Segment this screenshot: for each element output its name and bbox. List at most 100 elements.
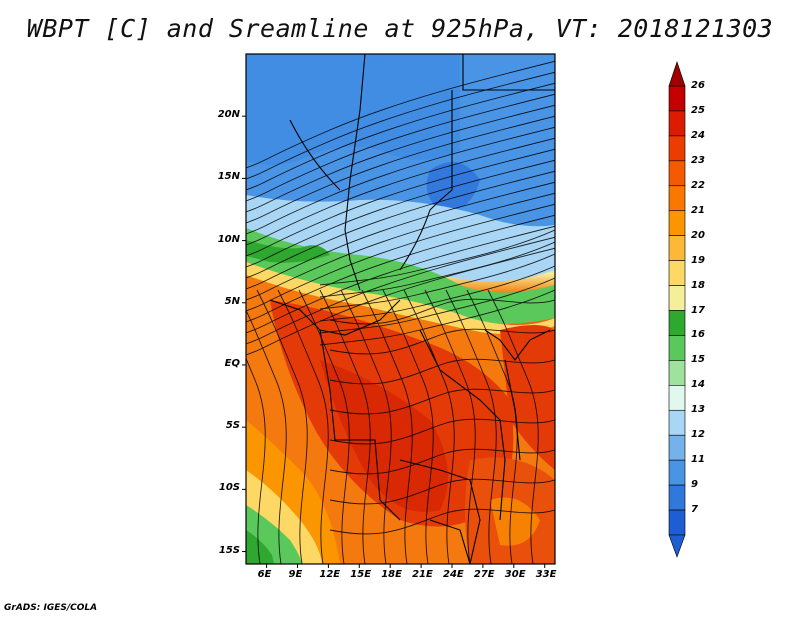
colorbar-label: 23 bbox=[691, 154, 705, 166]
wbpt-shaded-field bbox=[246, 54, 555, 564]
lat-label: 10S bbox=[218, 482, 240, 494]
streamline bbox=[246, 236, 555, 345]
colorbar-segment bbox=[668, 484, 686, 511]
streamline bbox=[246, 82, 555, 191]
colorbar-segment bbox=[668, 110, 686, 137]
streamline bbox=[424, 289, 476, 564]
streamline bbox=[246, 148, 555, 257]
streamline bbox=[403, 289, 455, 564]
streamline bbox=[246, 181, 555, 290]
streamline bbox=[246, 159, 555, 268]
streamline bbox=[246, 192, 555, 301]
colorbar-segment bbox=[668, 509, 686, 536]
streamline bbox=[329, 478, 555, 505]
streamline bbox=[329, 418, 555, 445]
colorbar-segment bbox=[668, 85, 686, 112]
lon-label: 12E bbox=[319, 569, 341, 580]
colorbar-segment bbox=[668, 409, 686, 436]
streamline bbox=[487, 289, 539, 564]
lon-label: 30E bbox=[504, 569, 526, 580]
lon-label: 24E bbox=[443, 569, 464, 580]
colorbar-max-arrow bbox=[668, 61, 686, 87]
streamline bbox=[329, 508, 555, 535]
lon-label: 18E bbox=[381, 569, 402, 580]
colorbar-min-arrow bbox=[668, 534, 686, 558]
colorbar-segment bbox=[668, 459, 686, 486]
streamline bbox=[246, 214, 555, 323]
lon-label: 6E bbox=[257, 569, 272, 580]
streamline bbox=[361, 289, 413, 564]
lat-label: 10N bbox=[217, 233, 240, 245]
streamline bbox=[246, 170, 555, 279]
colorbar-label: 25 bbox=[691, 104, 705, 116]
lat-label: EQ bbox=[224, 357, 240, 369]
lat-label: 15S bbox=[218, 544, 240, 556]
map-title: WBPT [C] and Sreamline at 925hPa, VT: 20… bbox=[26, 14, 774, 43]
lon-label: 33E bbox=[535, 569, 557, 580]
lat-label: 20N bbox=[217, 109, 240, 121]
streamline bbox=[256, 289, 308, 564]
colorbar-label: 24 bbox=[691, 129, 705, 141]
colorbar-segment bbox=[668, 335, 686, 361]
streamline bbox=[329, 328, 555, 355]
colorbar-segment bbox=[668, 235, 686, 261]
colorbar-label: 19 bbox=[691, 254, 705, 266]
colorbar-segment bbox=[668, 360, 686, 386]
streamline bbox=[277, 289, 329, 564]
colorbar-label: 13 bbox=[691, 404, 705, 416]
colorbar-segment bbox=[668, 135, 686, 162]
colorbar-segment bbox=[668, 260, 686, 286]
streamline bbox=[319, 241, 555, 298]
colorbar-segment bbox=[668, 385, 686, 411]
streamline bbox=[246, 309, 287, 564]
streamline bbox=[246, 93, 555, 202]
lon-label: 9E bbox=[288, 569, 303, 580]
colorbar-segment bbox=[668, 434, 686, 461]
lat-label: 5S bbox=[225, 420, 240, 432]
streamline bbox=[329, 388, 555, 415]
streamline bbox=[329, 358, 555, 385]
colorbar-segment bbox=[668, 210, 686, 236]
lon-label: 15E bbox=[350, 569, 372, 580]
streamline bbox=[298, 289, 350, 564]
streamline bbox=[340, 289, 392, 564]
grads-credit: GrADS: IGES/COLA bbox=[4, 603, 98, 613]
streamline bbox=[246, 225, 555, 334]
colorbar-label: 20 bbox=[691, 229, 705, 241]
lon-label: 27E bbox=[473, 569, 495, 580]
colorbar-label: 11 bbox=[691, 454, 705, 466]
lat-label: 5N bbox=[224, 295, 240, 307]
streamline bbox=[319, 277, 555, 334]
colorbar-label: 7 bbox=[691, 504, 698, 516]
streamline bbox=[246, 126, 555, 235]
streamline bbox=[319, 265, 555, 322]
colorbar-label: 26 bbox=[691, 80, 705, 91]
colorbar-label: 15 bbox=[691, 354, 705, 366]
colorbar-segment bbox=[668, 185, 686, 212]
colorbar-label: 21 bbox=[691, 204, 705, 216]
lat-label: 15N bbox=[217, 171, 240, 183]
map-frame bbox=[245, 53, 556, 565]
colorbar-label: 9 bbox=[691, 479, 698, 491]
colorbar-label: 14 bbox=[691, 379, 705, 391]
colorbar-label: 17 bbox=[691, 304, 705, 316]
colorbar-segment bbox=[668, 310, 686, 336]
streamline bbox=[319, 289, 371, 564]
colorbar-label: 12 bbox=[691, 429, 705, 441]
streamline bbox=[319, 253, 555, 310]
colorbar-segment bbox=[668, 285, 686, 311]
streamline bbox=[246, 357, 266, 564]
streamline bbox=[246, 60, 555, 169]
streamline bbox=[329, 448, 555, 475]
colorbar-label: 16 bbox=[691, 329, 705, 341]
lon-label: 21E bbox=[412, 569, 433, 580]
streamline bbox=[445, 289, 497, 564]
colorbar-segment bbox=[668, 160, 686, 187]
streamline bbox=[246, 71, 555, 180]
streamline bbox=[246, 104, 555, 213]
colorbar-label: 22 bbox=[691, 179, 705, 191]
streamline bbox=[246, 137, 555, 246]
streamline bbox=[382, 289, 434, 564]
